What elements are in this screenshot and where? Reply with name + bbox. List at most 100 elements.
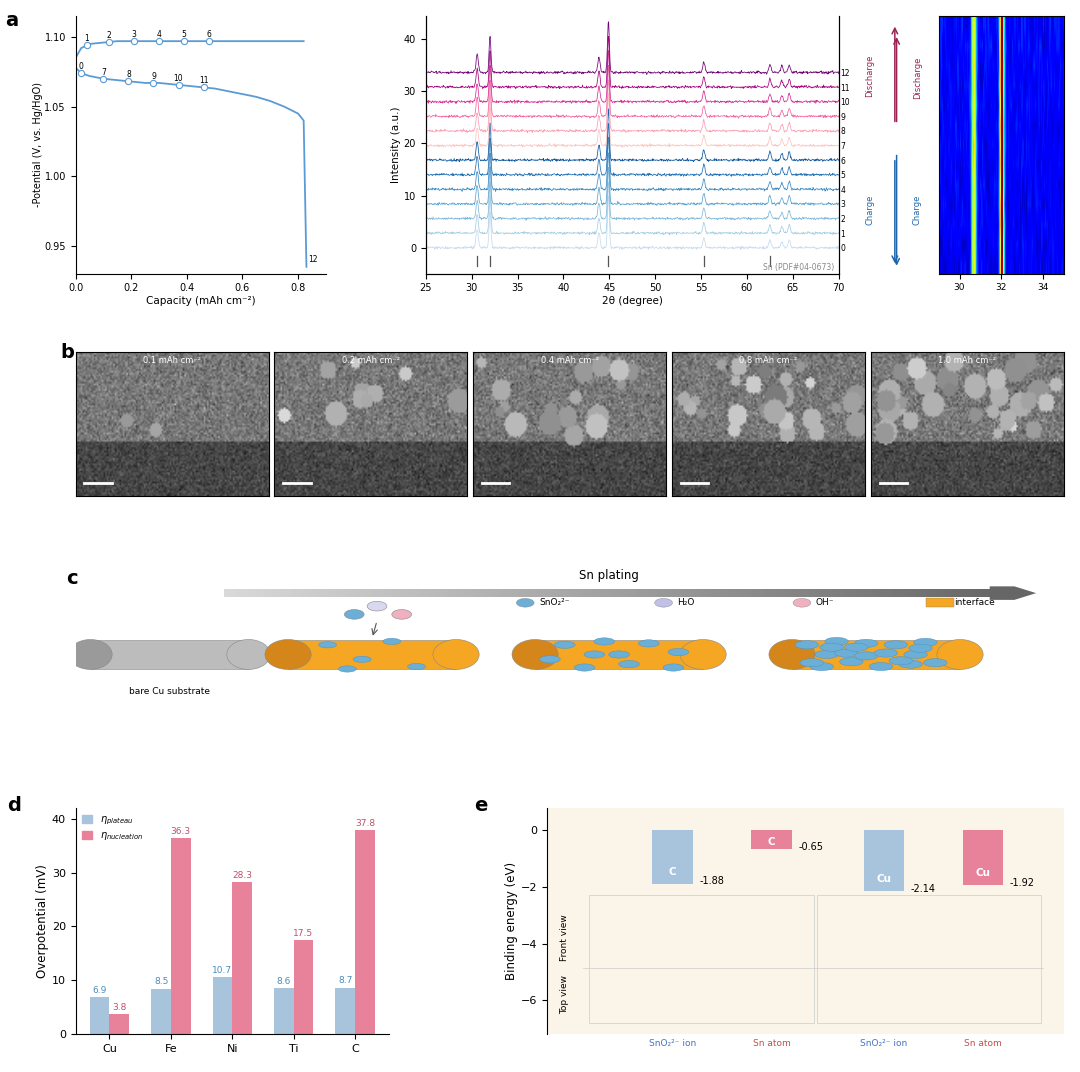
Bar xyxy=(336,987,355,1034)
Bar xyxy=(975,589,981,597)
Bar xyxy=(797,589,802,597)
Bar xyxy=(821,589,825,597)
Text: e: e xyxy=(474,796,488,816)
Bar xyxy=(619,589,624,597)
Bar xyxy=(367,589,372,597)
Bar xyxy=(91,640,248,669)
Text: 3.8: 3.8 xyxy=(112,1002,126,1012)
Bar xyxy=(778,589,783,597)
Bar xyxy=(213,977,232,1034)
Bar xyxy=(526,589,530,597)
Bar xyxy=(429,589,434,597)
Ellipse shape xyxy=(265,640,311,669)
Bar xyxy=(247,589,252,597)
Bar xyxy=(288,640,456,669)
Text: Sn plating: Sn plating xyxy=(579,568,639,581)
Ellipse shape xyxy=(795,641,819,649)
Text: 6: 6 xyxy=(206,30,212,39)
Bar xyxy=(607,589,612,597)
Bar xyxy=(262,589,268,597)
Bar xyxy=(456,589,461,597)
Bar xyxy=(839,589,845,597)
Bar xyxy=(592,589,596,597)
Text: bare Cu substrate: bare Cu substrate xyxy=(129,687,210,696)
Bar xyxy=(553,589,558,597)
Bar xyxy=(680,589,686,597)
Bar xyxy=(502,589,508,597)
Bar xyxy=(758,589,764,597)
Y-axis label: Intensity (a.u.): Intensity (a.u.) xyxy=(391,107,401,183)
Ellipse shape xyxy=(69,640,112,669)
Bar xyxy=(426,589,430,597)
Ellipse shape xyxy=(825,638,848,645)
Bar xyxy=(658,589,662,597)
Bar xyxy=(235,589,241,597)
Bar xyxy=(324,589,329,597)
Text: 10: 10 xyxy=(174,74,184,83)
Ellipse shape xyxy=(338,666,356,672)
Bar xyxy=(653,589,659,597)
Ellipse shape xyxy=(810,662,834,671)
Bar xyxy=(382,589,388,597)
Ellipse shape xyxy=(904,651,928,658)
Ellipse shape xyxy=(914,638,937,646)
Bar xyxy=(848,589,852,597)
Bar xyxy=(352,589,356,597)
Bar xyxy=(343,589,349,597)
X-axis label: 2θ (degree): 2θ (degree) xyxy=(602,296,663,307)
Text: interface: interface xyxy=(954,598,995,607)
Bar xyxy=(588,589,593,597)
Text: OH⁻: OH⁻ xyxy=(815,598,834,607)
Bar xyxy=(774,589,779,597)
Bar xyxy=(541,589,546,597)
Bar xyxy=(294,940,313,1034)
Bar xyxy=(724,589,728,597)
Bar xyxy=(665,589,671,597)
Text: Sn (PDF#04-0673): Sn (PDF#04-0673) xyxy=(762,263,834,271)
Ellipse shape xyxy=(619,660,639,668)
Bar xyxy=(599,589,605,597)
Bar xyxy=(743,589,747,597)
Bar xyxy=(360,589,364,597)
Bar xyxy=(662,589,666,597)
Ellipse shape xyxy=(835,649,859,657)
Bar xyxy=(755,589,759,597)
Text: 5: 5 xyxy=(181,30,187,39)
Bar xyxy=(746,589,752,597)
Bar xyxy=(909,589,915,597)
Bar xyxy=(604,589,608,597)
Bar xyxy=(499,589,503,597)
Text: 11: 11 xyxy=(199,76,208,86)
Bar xyxy=(708,589,713,597)
Bar xyxy=(971,589,976,597)
Ellipse shape xyxy=(594,638,615,645)
Text: 8.6: 8.6 xyxy=(276,977,291,986)
Bar xyxy=(399,589,403,597)
Text: Front view: Front view xyxy=(561,914,569,962)
Bar xyxy=(394,589,400,597)
Bar xyxy=(355,831,375,1034)
Bar xyxy=(514,589,519,597)
Bar xyxy=(956,589,961,597)
Bar xyxy=(406,589,410,597)
Bar xyxy=(650,589,654,597)
Bar xyxy=(495,589,500,597)
Ellipse shape xyxy=(923,658,947,667)
Bar xyxy=(983,589,988,597)
Ellipse shape xyxy=(680,640,726,669)
Bar xyxy=(634,589,639,597)
Circle shape xyxy=(345,610,364,620)
FancyBboxPatch shape xyxy=(590,895,814,1024)
Bar xyxy=(460,589,465,597)
Bar xyxy=(433,589,437,597)
Text: 7: 7 xyxy=(100,68,106,77)
Bar xyxy=(751,589,756,597)
Bar xyxy=(231,589,237,597)
Bar xyxy=(700,589,705,597)
Bar xyxy=(646,589,651,597)
Bar xyxy=(836,589,840,597)
Text: SnO₂²⁻: SnO₂²⁻ xyxy=(539,598,569,607)
FancyArrow shape xyxy=(989,586,1036,600)
Bar xyxy=(623,589,627,597)
Bar xyxy=(274,589,279,597)
